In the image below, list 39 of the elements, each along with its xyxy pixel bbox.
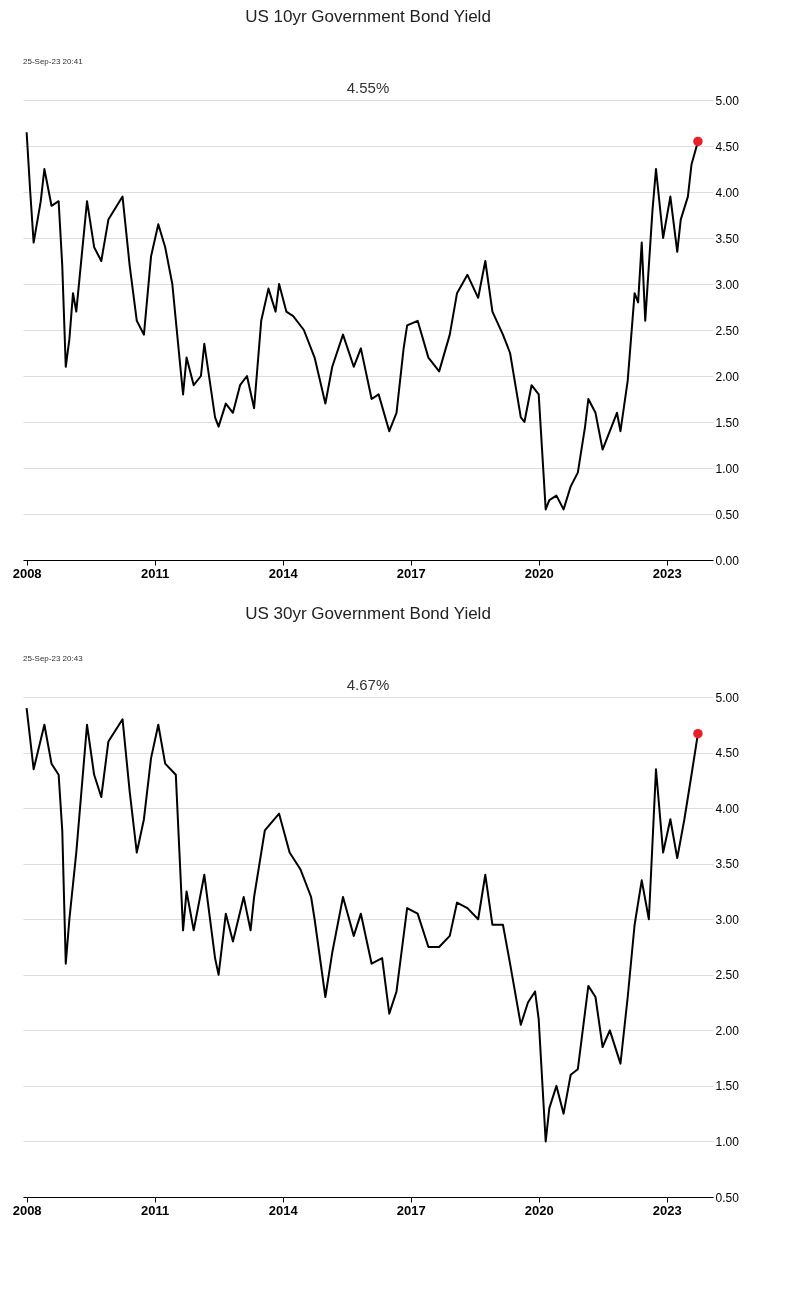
y-tick-label: 0.00 bbox=[715, 553, 740, 568]
x-tick-label: 2014 bbox=[268, 565, 299, 581]
y-tick-label: 1.50 bbox=[715, 415, 740, 430]
y-tick-label: 4.00 bbox=[715, 185, 740, 200]
y-tick-label: 0.50 bbox=[715, 507, 740, 522]
x-tick-label: 2017 bbox=[396, 565, 426, 581]
x-tick-label: 2017 bbox=[396, 1202, 426, 1218]
y-tick-label: 1.00 bbox=[715, 1134, 740, 1149]
y-tick-label: 2.50 bbox=[715, 323, 740, 338]
y-tick-label: 2.00 bbox=[715, 1023, 740, 1038]
x-tick-label: 2011 bbox=[141, 565, 170, 581]
y-tick-label: 2.50 bbox=[715, 968, 740, 983]
y-tick-label: 4.50 bbox=[715, 139, 740, 154]
y-tick-label: 3.50 bbox=[715, 231, 740, 246]
y-tick-label: 5.00 bbox=[715, 93, 740, 108]
x-tick-label: 2008 bbox=[12, 1202, 42, 1218]
y-tick-label: 1.50 bbox=[715, 1079, 740, 1094]
y-tick-label: 3.00 bbox=[715, 912, 740, 927]
x-tick-label: 2020 bbox=[524, 1202, 554, 1218]
y-tick-label: 1.00 bbox=[715, 461, 740, 476]
text: 25-Sep-23 20:41 bbox=[23, 57, 84, 66]
x-tick-label: 2023 bbox=[652, 1202, 682, 1218]
text: 4.55% bbox=[346, 79, 390, 96]
x-tick-label: 2020 bbox=[524, 565, 554, 581]
y-tick-label: 3.50 bbox=[715, 857, 740, 872]
x-tick-label: 2014 bbox=[268, 1202, 299, 1218]
y-tick-label: 0.50 bbox=[715, 1190, 740, 1205]
x-tick-label: 2023 bbox=[652, 565, 682, 581]
y-tick-label: 3.00 bbox=[715, 277, 740, 292]
y-tick-label: 4.50 bbox=[715, 746, 740, 761]
y-tick-label: 4.00 bbox=[715, 801, 740, 816]
x-tick-label: 2011 bbox=[141, 1202, 170, 1218]
y-tick-label: 2.00 bbox=[715, 369, 740, 384]
y-tick-label: 5.00 bbox=[715, 690, 740, 705]
x-tick-label: 2008 bbox=[12, 565, 42, 581]
text: 25-Sep-23 20:43 bbox=[23, 654, 84, 663]
chart-title: US 10yr Government Bond Yield bbox=[245, 7, 491, 26]
text: 4.67% bbox=[346, 676, 390, 693]
chart-title: US 30yr Government Bond Yield bbox=[245, 604, 491, 623]
